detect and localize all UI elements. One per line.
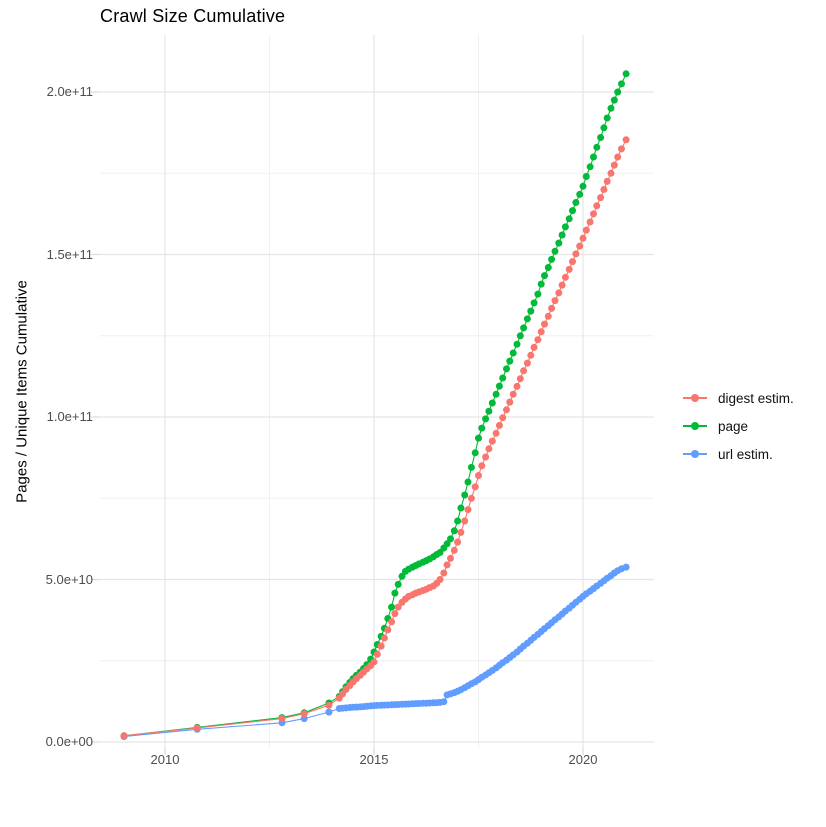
legend-item-page: page	[683, 412, 794, 440]
legend-key-icon	[683, 446, 707, 462]
y-tick-label: 1.5e+11	[46, 247, 93, 262]
chart-title: Crawl Size Cumulative	[100, 6, 286, 26]
y-tick-label: 2.0e+11	[46, 84, 93, 99]
legend-key-icon	[683, 418, 707, 434]
legend: digest estim. page url estim.	[683, 384, 794, 468]
y-tick-label: 5.0e+10	[45, 572, 93, 587]
legend-label: page	[718, 418, 749, 434]
legend-label: digest estim.	[718, 390, 794, 406]
y-axis-title: Pages / Unique Items Cumulative	[13, 280, 31, 503]
legend-key-icon	[683, 390, 707, 406]
legend-item-digest-estim: digest estim.	[683, 384, 794, 412]
x-tick-label: 2020	[568, 752, 598, 767]
y-tick-label: 1.0e+11	[46, 409, 93, 424]
legend-label: url estim.	[718, 446, 773, 462]
legend-item-url-estim: url estim.	[683, 440, 794, 468]
y-tick-label: 0.0e+00	[45, 734, 93, 749]
x-tick-label: 2015	[359, 752, 389, 767]
x-tick-label: 2010	[150, 752, 180, 767]
